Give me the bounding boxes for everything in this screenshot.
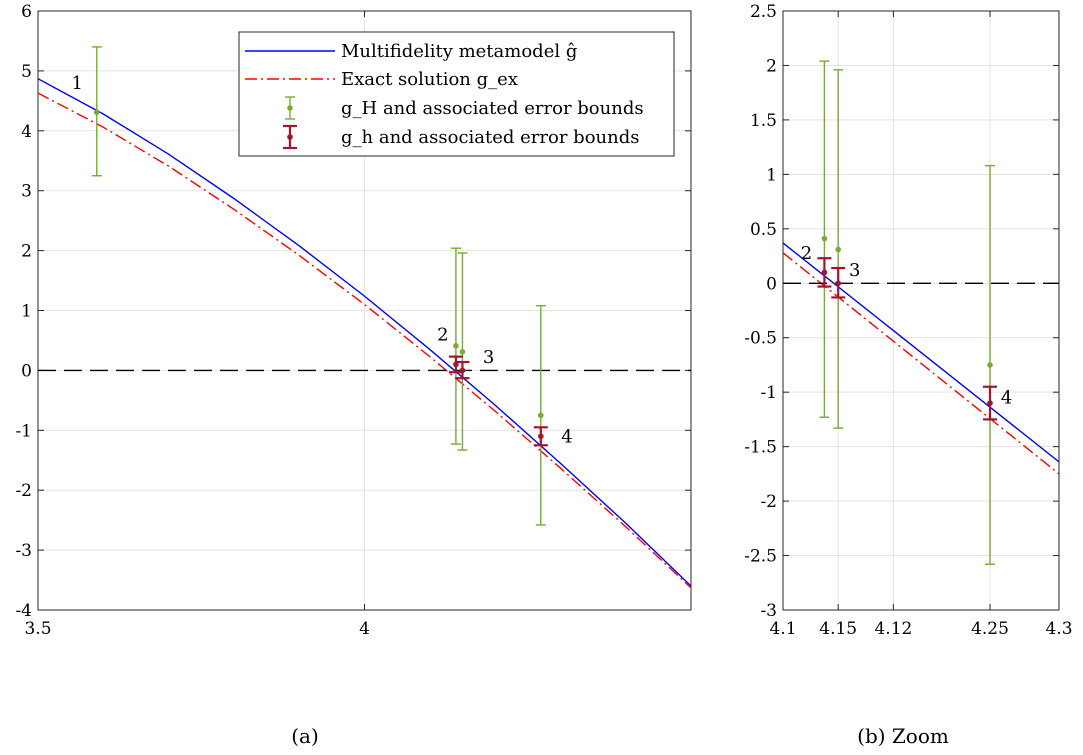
panel-a-point-label: 2 xyxy=(437,324,448,345)
panel-a-y-tick-label: -1 xyxy=(15,421,32,441)
panel-a-y-tick-label: 2 xyxy=(21,242,32,262)
panel-b-x-tick-label: 4.25 xyxy=(971,619,1009,639)
panel-b-x-tick-label: 4.15 xyxy=(819,619,857,639)
panel-b-y-tick-label: -2.5 xyxy=(744,547,777,567)
panel-a-gH-point xyxy=(538,412,544,419)
panel-b-point-label: 2 xyxy=(801,243,812,264)
panel-b-y-tick-label: 1.5 xyxy=(750,111,777,131)
legend-gh-swatch-dot xyxy=(287,134,293,140)
panel-b-metamodel-line xyxy=(783,242,1059,463)
panel-a-gH-point xyxy=(453,343,459,349)
panel-a-y-tick-label: -3 xyxy=(15,541,32,561)
panel-b-x-tick-label: 4.3 xyxy=(1045,619,1072,639)
panel-b-y-tick-label: -2 xyxy=(760,492,777,512)
panel-b-plot: -3 -2.5 -2 -1.5 -1 -0.5 0 0.5 1 1.5 2 2.5 4.1 4.15 4.1… xyxy=(744,2,1072,639)
panel-b-series-layer xyxy=(783,60,1059,565)
panel-a-series-layer xyxy=(38,46,691,589)
panel-b-x-tick-label: 4.1 xyxy=(769,619,796,639)
legend-gH-swatch-dot xyxy=(287,105,293,111)
panel-b-gH-point xyxy=(821,235,828,242)
legend-label: Exact solution g_ex xyxy=(341,69,518,90)
panel-a-y-tick-label: 4 xyxy=(21,122,32,142)
panel-a-gH-point xyxy=(93,109,100,116)
panel-a-gH-point xyxy=(459,349,466,355)
panel-a-point-label: 4 xyxy=(561,426,572,447)
panel-b-exact-solution-line xyxy=(783,252,1059,475)
legend-label: Multifidelity metamodel ĝ xyxy=(341,41,577,62)
panel-b-y-tick-label: -3 xyxy=(760,601,777,621)
panel-a-gh-point xyxy=(538,433,544,440)
panel-a-caption: (a) xyxy=(291,724,319,748)
panel-a-point-label: 3 xyxy=(483,347,494,368)
panel-b-axes-box xyxy=(782,10,1060,611)
panel-b-y-tick-label: 2.5 xyxy=(750,2,777,22)
panel-a-point-label: 1 xyxy=(71,73,82,94)
panel-b-gh-point xyxy=(821,269,828,276)
panel-b-y-tick-label: 0.5 xyxy=(750,220,777,240)
panel-a-x-tick-label: 3.5 xyxy=(24,619,51,639)
panel-a-y-tick-label: 6 xyxy=(21,2,32,22)
panel-a-plot: -4 -3 -2 -1 0 1 2 3 4 5 6 3.5 4 1 2 3 4 xyxy=(15,2,692,639)
panel-a-x-tick-label: 4 xyxy=(359,619,370,639)
panel-b-y-tick-label: -0.5 xyxy=(744,329,777,349)
panel-a-y-tick-label: -4 xyxy=(15,601,32,621)
panel-b-point-label: 3 xyxy=(849,260,860,281)
panel-b-gH-point xyxy=(987,362,993,368)
panel-b-x-tick-label: 4.12 xyxy=(874,619,912,639)
panel-b-y-tick-label: 1 xyxy=(766,165,777,185)
panel-b-point-label: 4 xyxy=(1001,388,1012,409)
legend-label: g_h and associated error bounds xyxy=(341,127,639,148)
legend-label: g_H and associated error bounds xyxy=(341,98,644,119)
panel-a-y-tick-label: -2 xyxy=(15,481,32,501)
panel-b-caption: (b) Zoom xyxy=(857,724,949,748)
panel-b-gh-point xyxy=(987,400,993,406)
panel-a-y-tick-label: 1 xyxy=(21,302,32,322)
panel-a-y-tick-label: 5 xyxy=(21,62,32,82)
legend-box xyxy=(238,31,675,157)
panel-b-gh-point xyxy=(835,280,841,287)
legend: Multifidelity metamodel ĝ Exact solution … xyxy=(238,31,675,157)
panel-b-y-tick-label: 2 xyxy=(766,56,777,76)
panel-b-y-tick-label: -1.5 xyxy=(744,438,777,458)
panel-a-metamodel-line xyxy=(38,78,691,587)
panel-a-gh-point xyxy=(459,367,466,374)
panel-b-gH-point xyxy=(835,246,841,253)
panel-a-y-tick-label: 0 xyxy=(21,361,32,381)
panel-b-y-tick-label: 0 xyxy=(766,274,777,294)
panel-a-y-tick-label: 3 xyxy=(21,182,32,202)
panel-b-y-tick-label: -1 xyxy=(760,383,777,403)
